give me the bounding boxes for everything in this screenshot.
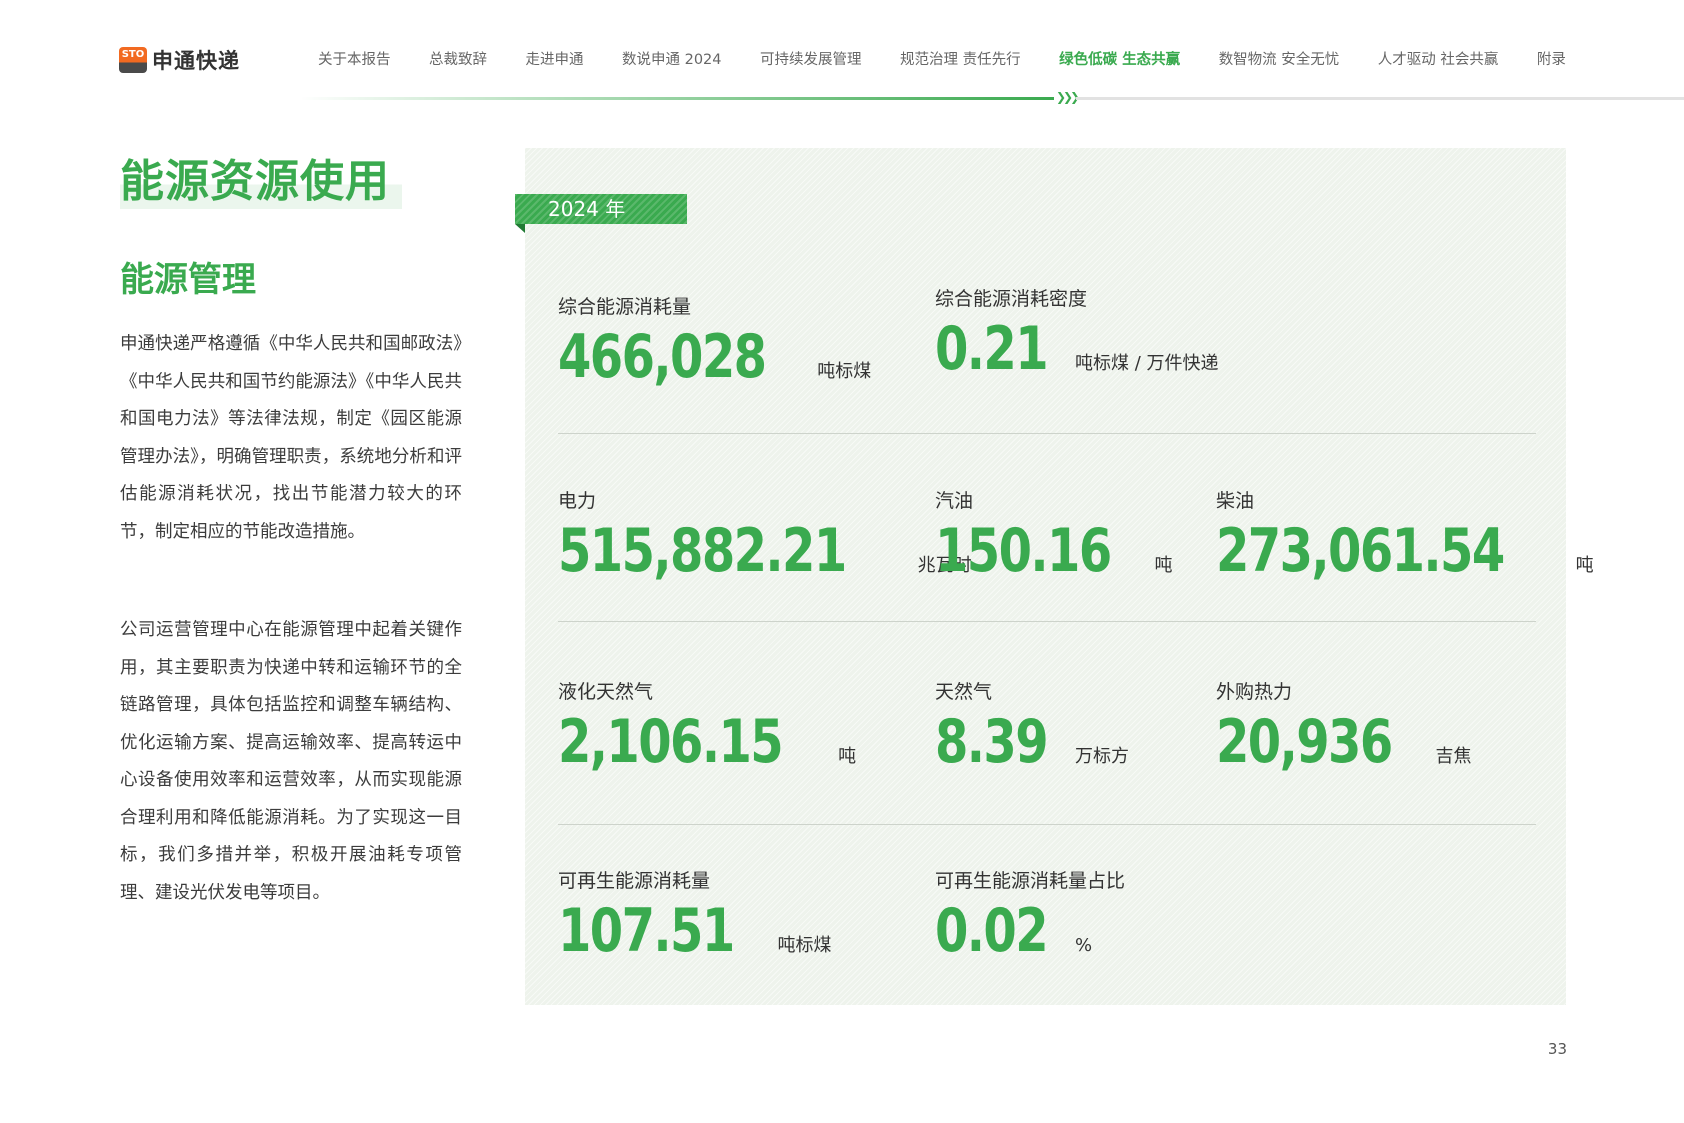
metric-purchased-heat: 外购热力 20,936 吉焦	[1216, 677, 1472, 772]
metric-value: 273,061.54	[1216, 516, 1505, 586]
logo-text: 申通快递	[152, 49, 240, 73]
nav-sto-in-numbers[interactable]: 数说申通 2024	[622, 52, 722, 68]
metric-label: 柴油	[1216, 490, 1255, 512]
metric-diesel: 柴油 273,061.54 吨	[1216, 486, 1594, 581]
metric-label: 液化天然气	[558, 681, 654, 703]
metric-unit: 吨	[1575, 555, 1594, 576]
paragraph-operations-center: 公司运营管理中心在能源管理中起着关键作用，其主要职责为快递中转和运输环节的全链路…	[120, 620, 462, 903]
nav-green-low-carbon[interactable]: 绿色低碳 生态共赢	[1059, 52, 1181, 68]
metric-value: 107.51	[558, 896, 735, 966]
metric-value: 0.21	[935, 314, 1049, 384]
metric-value: 2,106.15	[558, 707, 784, 777]
sto-logo-icon: STO	[119, 47, 147, 73]
metric-value: 0.02	[935, 896, 1049, 966]
year-tag: 2024 年	[515, 194, 687, 224]
metric-unit: 吨标煤	[817, 361, 872, 382]
metric-unit: 吨标煤	[777, 935, 832, 956]
metric-label: 天然气	[935, 681, 993, 703]
metric-unit: 吨	[1154, 555, 1173, 576]
metric-renewable-share: 可再生能源消耗量占比 0.02 %	[935, 866, 1125, 961]
metric-value: 515,882.21	[558, 516, 847, 586]
nav-talent[interactable]: 人才驱动 社会共赢	[1377, 52, 1499, 68]
nav-appendix[interactable]: 附录	[1536, 52, 1566, 68]
energy-metrics-panel: 2024 年 综合能源消耗量 466,028 吨标煤 综合能源消耗密度 0.21…	[515, 148, 1594, 1005]
chapter-nav: 关于本报告 总裁致辞 走进申通 数说申通 2024 可持续发展管理 规范治理 责…	[318, 48, 1566, 69]
row-divider	[558, 433, 1536, 434]
nav-governance[interactable]: 规范治理 责任先行	[900, 52, 1021, 68]
metric-unit: %	[1075, 935, 1093, 956]
metric-unit: 兆瓦时	[917, 555, 972, 576]
metric-value: 20,936	[1216, 707, 1393, 777]
page-number: 33	[1547, 1040, 1567, 1058]
metric-unit: 吨标煤 / 万件快递	[1075, 353, 1219, 374]
metric-natural-gas: 天然气 8.39 万标方	[935, 677, 1129, 772]
nav-digital-logistics[interactable]: 数智物流 安全无忧	[1218, 52, 1340, 68]
year-tag-fold	[515, 224, 525, 233]
metric-label: 可再生能源消耗量	[558, 870, 711, 892]
metric-unit: 吨	[838, 746, 857, 767]
metric-total-energy: 综合能源消耗量 466,028 吨标煤	[558, 292, 871, 387]
metric-renewable: 可再生能源消耗量 107.51 吨标煤	[558, 866, 832, 961]
paragraph-energy-regulations: 申通快递严格遵循《中华人民共和国邮政法》《中华人民共和国节约能源法》《中华人民共…	[120, 334, 462, 542]
metric-label: 综合能源消耗量	[558, 296, 692, 318]
sto-logo[interactable]: STO 申通快递	[119, 45, 240, 75]
metric-lng: 液化天然气 2,106.15 吨	[558, 677, 856, 772]
metric-gasoline: 汽油 150.16 吨	[935, 486, 1173, 581]
chapter-progress-bar: ❯❯❯	[300, 90, 1684, 104]
report-header: STO 申通快递 关于本报告 总裁致辞 走进申通 数说申通 2024 可持续发展…	[0, 0, 1684, 110]
progress-fill	[300, 97, 1054, 100]
metric-value: 466,028	[558, 322, 767, 392]
nav-about-sto[interactable]: 走进申通	[525, 52, 584, 68]
metric-electricity: 电力 515,882.21 兆瓦时	[558, 486, 972, 581]
chevrons-right-icon: ❯❯❯	[1056, 90, 1080, 104]
nav-about-report[interactable]: 关于本报告	[318, 52, 391, 68]
row-divider	[558, 824, 1536, 825]
progress-remaining	[1076, 97, 1684, 100]
metric-unit: 万标方	[1075, 746, 1130, 767]
nav-ceo-message[interactable]: 总裁致辞	[429, 52, 487, 68]
nav-sustainability-management[interactable]: 可持续发展管理	[760, 52, 862, 68]
sub-title: 能源管理	[120, 260, 256, 300]
metric-label: 综合能源消耗密度	[935, 288, 1088, 310]
metric-energy-density: 综合能源消耗密度 0.21 吨标煤 / 万件快递	[935, 284, 1219, 379]
metric-label: 汽油	[935, 490, 974, 512]
section-title: 能源资源使用	[120, 145, 402, 209]
metric-label: 可再生能源消耗量占比	[935, 870, 1126, 892]
metric-label: 外购热力	[1216, 681, 1293, 703]
row-divider	[558, 621, 1536, 622]
metric-value: 8.39	[935, 707, 1049, 777]
metric-value: 150.16	[935, 516, 1112, 586]
metric-unit: 吉焦	[1435, 746, 1472, 767]
metric-label: 电力	[558, 490, 597, 512]
